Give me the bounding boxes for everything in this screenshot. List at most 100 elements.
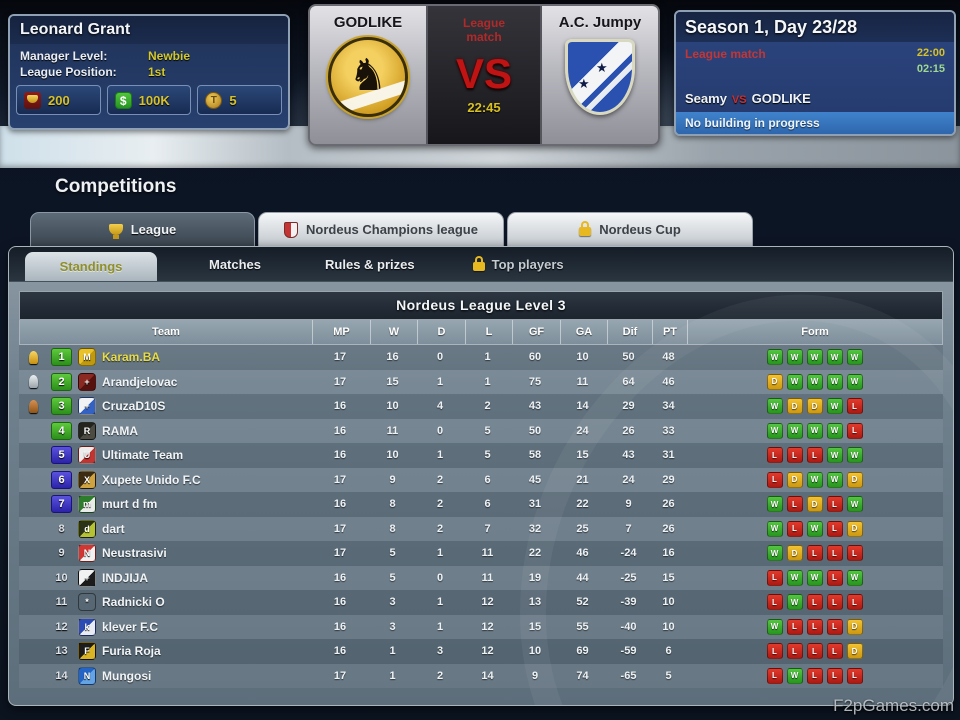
- cell-gf: 43: [528, 400, 542, 413]
- away-team-badge: ★ ★: [565, 39, 635, 115]
- form-result-W: W: [806, 569, 823, 586]
- rank-trophy-icon: [29, 449, 38, 462]
- rating-chip[interactable]: 200: [16, 85, 101, 115]
- cell-w: 1: [389, 669, 396, 682]
- cell-gf: 31: [528, 498, 542, 511]
- manager-fields: Manager Level: Newbie League Position: 1…: [10, 44, 288, 80]
- next-match-panel[interactable]: GODLIKE ♞ League match VS 22:45 A.C. Jum…: [308, 4, 660, 146]
- cell-dif: 9: [625, 498, 632, 511]
- form-result-D: D: [806, 496, 823, 513]
- cell-gf: 75: [528, 375, 542, 388]
- table-row[interactable]: 5 U Ultimate Team 16 10 1 5 58 15 43 31 …: [19, 443, 943, 468]
- league-subtabs: Standings Matches Rules & prizes Top pla…: [9, 247, 953, 282]
- cell-w: 15: [386, 375, 399, 388]
- form-result-D: D: [846, 471, 863, 488]
- cell-ga: 15: [576, 449, 589, 462]
- away-side: A.C. Jumpy ★ ★: [542, 6, 658, 144]
- form-result-L: L: [826, 545, 843, 562]
- cell-pt: 33: [662, 424, 675, 437]
- col-form: Form: [687, 320, 942, 344]
- table-row[interactable]: 6 X Xupete Unido F.C 17 9 2 6 45 21 24 2…: [19, 467, 943, 492]
- subtab-matches[interactable]: Matches: [209, 247, 261, 281]
- team-badge-icon: N: [78, 544, 96, 563]
- position-badge: 10: [55, 571, 68, 584]
- building-status-bar[interactable]: No building in progress: [676, 112, 954, 134]
- table-row[interactable]: 12 k klever F.C 16 3 1 12 15 55 -40 10 W…: [19, 614, 943, 639]
- manager-panel[interactable]: Leonard Grant Manager Level: Newbie Leag…: [8, 14, 290, 130]
- form-result-W: W: [826, 447, 843, 464]
- league-position-row: League Position: 1st: [20, 64, 278, 80]
- tab-nordeus-cup[interactable]: Nordeus Cup: [507, 212, 753, 246]
- form-result-D: D: [846, 520, 863, 537]
- subtab-standings[interactable]: Standings: [25, 252, 157, 281]
- cell-w: 10: [386, 449, 399, 462]
- form-result-L: L: [786, 496, 803, 513]
- cell-w: 3: [389, 620, 396, 633]
- form-result-L: L: [826, 618, 843, 635]
- trophy-slot: [21, 645, 45, 658]
- cell-ga: 69: [576, 645, 589, 658]
- form-result-L: L: [826, 520, 843, 537]
- table-row[interactable]: 11 * Radnicki O 16 3 1 12 13 52 -39 10 L…: [19, 590, 943, 615]
- cell-dif: -25: [620, 571, 637, 584]
- tab-league-label: League: [130, 222, 177, 237]
- league-panel: Standings Matches Rules & prizes Top pla…: [8, 246, 954, 706]
- position-badge: 1: [51, 348, 72, 367]
- form-result-L: L: [846, 667, 863, 684]
- token-chip[interactable]: T 5: [197, 85, 283, 115]
- fixture-away: GODLIKE: [751, 91, 811, 106]
- cell-pt: 31: [662, 449, 675, 462]
- subtab-top-players[interactable]: Top players: [472, 247, 564, 281]
- form-result-W: W: [766, 618, 783, 635]
- cell-dif: -65: [620, 669, 637, 682]
- star-icon: ★: [596, 60, 608, 75]
- cell-mp: 16: [333, 645, 347, 658]
- cell-pt: 10: [662, 596, 675, 609]
- form-result-D: D: [806, 398, 823, 415]
- cell-w: 9: [389, 473, 396, 486]
- cell-w: 1: [389, 645, 396, 658]
- season-panel[interactable]: Season 1, Day 23/28 League match 22:00 0…: [674, 10, 956, 136]
- cash-chip[interactable]: $ 100K: [106, 85, 192, 115]
- position-badge: 5: [51, 446, 72, 465]
- form-result-W: W: [806, 422, 823, 439]
- cell-gf: 15: [528, 620, 542, 633]
- table-row[interactable]: 2 + Arandjelovac 17 15 1 1 75 11 64 46 D…: [19, 369, 943, 394]
- trophy-slot: [21, 522, 45, 535]
- cell-w: 5: [389, 571, 396, 584]
- tab-champions-league[interactable]: Nordeus Champions league: [258, 212, 504, 246]
- table-row[interactable]: 9 N Neustrasivi 17 5 1 11 22 46 -24 16 W…: [19, 541, 943, 566]
- form-result-D: D: [766, 373, 783, 390]
- cell-gf: 45: [528, 473, 542, 486]
- cell-l: 6: [484, 498, 491, 511]
- cell-mp: 17: [333, 375, 347, 388]
- position-badge: 4: [51, 421, 72, 440]
- manager-level-value: Newbie: [148, 49, 191, 63]
- rating-value: 200: [48, 92, 70, 108]
- form-result-D: D: [786, 398, 803, 415]
- cell-l: 6: [484, 473, 491, 486]
- form-result-L: L: [846, 594, 863, 611]
- tab-league[interactable]: League: [30, 212, 255, 246]
- rank-trophy-icon: [29, 571, 38, 584]
- home-side: GODLIKE ♞: [310, 6, 426, 144]
- cell-gf: 58: [528, 449, 542, 462]
- subtab-rules-prizes[interactable]: Rules & prizes: [325, 247, 415, 281]
- form-result-W: W: [826, 471, 843, 488]
- form-result-L: L: [806, 545, 823, 562]
- rank-trophy-icon: [29, 424, 38, 437]
- trophy-slot: [21, 449, 45, 462]
